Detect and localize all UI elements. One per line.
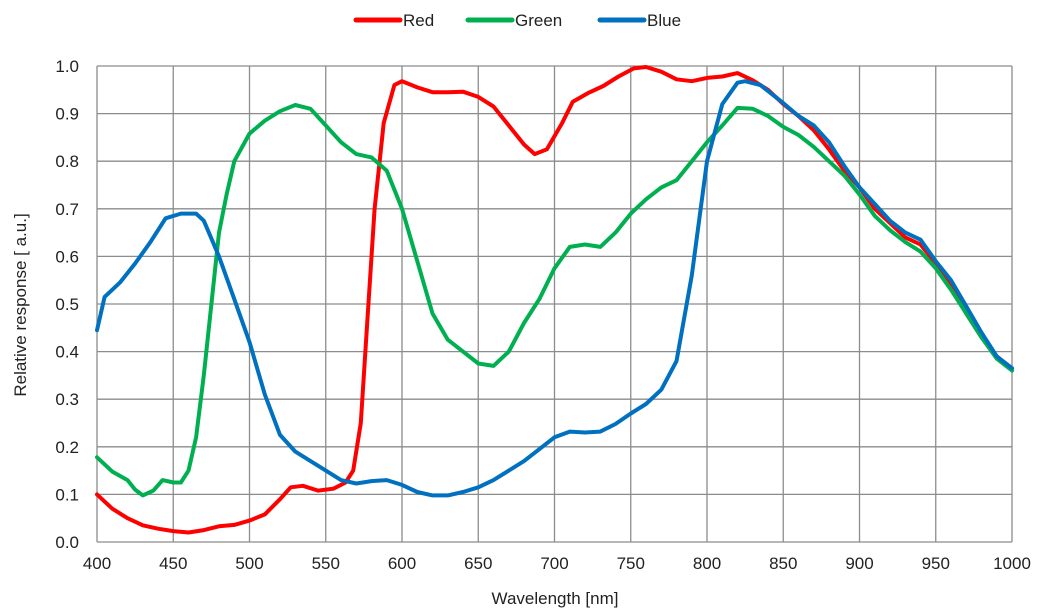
y-tick-label: 0.7 xyxy=(55,200,79,219)
y-tick-label: 0.4 xyxy=(55,343,79,362)
x-tick-label: 850 xyxy=(769,554,797,573)
x-tick-label: 450 xyxy=(159,554,187,573)
legend-label: Green xyxy=(515,11,562,30)
x-tick-label: 800 xyxy=(693,554,721,573)
legend-label: Red xyxy=(403,11,434,30)
x-tick-label: 400 xyxy=(83,554,111,573)
y-tick-label: 0.8 xyxy=(55,152,79,171)
x-tick-label: 750 xyxy=(617,554,645,573)
y-tick-label: 0.0 xyxy=(55,533,79,552)
x-tick-label: 500 xyxy=(235,554,263,573)
series-line-green xyxy=(95,103,1014,498)
y-tick-label: 0.1 xyxy=(55,485,79,504)
legend-item-green: Green xyxy=(465,11,562,30)
y-tick-label: 0.9 xyxy=(55,105,79,124)
x-tick-label: 1000 xyxy=(993,554,1031,573)
y-axis-title: Relative response [ a.u.] xyxy=(11,213,30,396)
x-tick-label: 600 xyxy=(388,554,416,573)
x-tick-label: 950 xyxy=(922,554,950,573)
y-tick-label: 0.6 xyxy=(55,247,79,266)
x-tick-label: 650 xyxy=(464,554,492,573)
series-line-red xyxy=(95,65,1014,535)
series-layer xyxy=(95,65,1014,535)
y-axis-ticks: 0.0 0.1 0.2 0.3 0.4 0.5 0.6 0.7 0.8 0.9 1.0 xyxy=(55,57,79,552)
y-tick-label: 0.5 xyxy=(55,295,79,314)
plot-grid xyxy=(96,65,1013,543)
x-tick-label: 550 xyxy=(312,554,340,573)
legend-label: Blue xyxy=(647,11,681,30)
x-axis-title: Wavelength [nm] xyxy=(492,589,619,608)
legend-item-blue: Blue xyxy=(597,11,681,30)
y-tick-label: 0.3 xyxy=(55,390,79,409)
x-tick-label: 700 xyxy=(540,554,568,573)
x-axis-ticks: 400 450 500 550 600 650 700 750 800 850 900 950 1000 xyxy=(83,554,1031,573)
series-line-blue xyxy=(95,79,1014,498)
legend-item-red: Red xyxy=(353,11,434,30)
x-tick-label: 900 xyxy=(845,554,873,573)
legend: Red Green Blue xyxy=(353,11,681,30)
y-tick-label: 0.2 xyxy=(55,438,79,457)
y-tick-label: 1.0 xyxy=(55,57,79,76)
